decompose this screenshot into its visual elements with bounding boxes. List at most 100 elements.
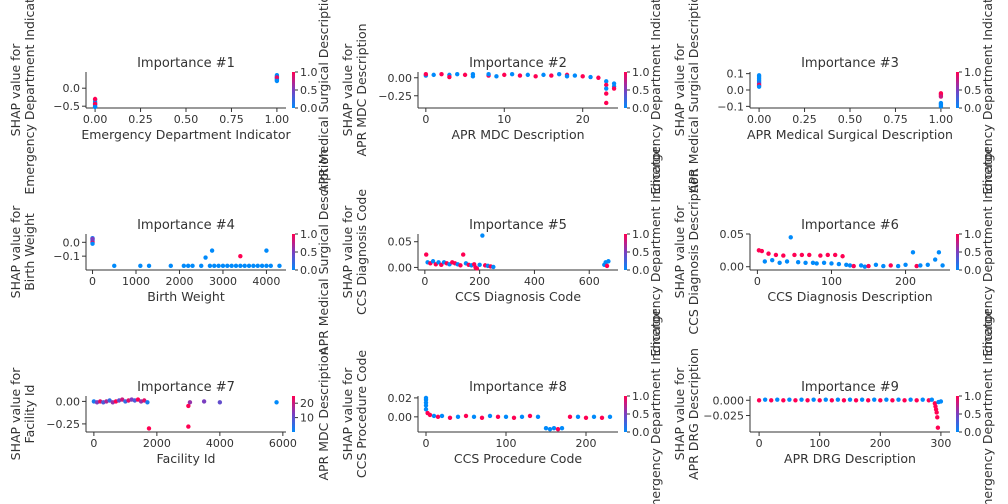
- x-tick-label: 200: [576, 437, 597, 450]
- colorbar-tick-label: 1.0: [300, 66, 318, 79]
- data-point: [547, 426, 553, 432]
- data-point: [435, 414, 441, 420]
- data-point: [430, 259, 436, 264]
- data-point: [535, 414, 541, 420]
- data-point: [866, 263, 871, 269]
- colorbar-tick-label: 1.0: [632, 390, 650, 403]
- y-tick-label: 0.00: [720, 261, 745, 274]
- data-point: [604, 79, 609, 84]
- data-point: [461, 252, 466, 257]
- x-tick-label: 6000: [269, 437, 297, 450]
- data-point: [90, 236, 95, 242]
- panel-title: Importance #2: [469, 56, 567, 71]
- data-point: [788, 235, 793, 240]
- data-point: [216, 263, 221, 269]
- y-axis-label: APR DRG Description: [686, 348, 701, 480]
- data-point: [604, 100, 609, 106]
- data-point: [564, 74, 570, 79]
- data-point: [762, 397, 768, 402]
- y-axis-label: SHAP value for: [340, 43, 355, 137]
- data-point: [255, 263, 260, 269]
- panel-title: Importance #5: [469, 218, 567, 233]
- x-tick-label: 1000: [122, 275, 150, 288]
- x-tick-label: 200: [895, 275, 916, 288]
- colorbar-label: Emergency Department Indicator: [648, 0, 663, 195]
- data-point: [439, 262, 444, 268]
- data-point: [847, 397, 853, 402]
- y-axis-label: SHAP value for: [8, 367, 23, 461]
- data-point: [246, 263, 252, 269]
- colorbar-label: Emergency Department Indicator: [980, 146, 995, 356]
- colorbar-tick-label: 1.0: [300, 228, 318, 241]
- y-axis-label: SHAP value for: [340, 205, 355, 299]
- data-point: [825, 252, 830, 258]
- y-tick-label: −0.1: [717, 100, 744, 113]
- y-tick-label: −0.25: [46, 418, 80, 431]
- data-point: [604, 263, 610, 269]
- data-point: [881, 263, 886, 269]
- data-point: [884, 397, 889, 402]
- panel-title: Importance #4: [137, 218, 235, 233]
- data-point: [811, 397, 816, 402]
- data-point: [487, 413, 493, 419]
- panel-6: Importance #6 0 100 200 0.05 0.00 CCS Diagnosi…: [672, 146, 995, 356]
- colorbar-tick-label: 0.0: [964, 426, 982, 439]
- y-tick-label: −0.5: [53, 100, 80, 113]
- y-tick-label: 0.00: [388, 261, 413, 274]
- data-point: [940, 263, 945, 268]
- data-point: [873, 262, 879, 267]
- data-point: [583, 415, 589, 420]
- data-point: [259, 263, 265, 269]
- colorbar-tick-label: 0.5: [300, 84, 318, 97]
- x-tick-label: 0: [90, 437, 97, 450]
- colorbar-tick-label: 0.5: [964, 84, 982, 97]
- data-point: [509, 71, 515, 77]
- x-axis-label: APR MDC Description: [451, 127, 584, 142]
- data-point: [477, 262, 482, 268]
- data-point: [146, 426, 152, 431]
- x-axis-label: APR Medical Surgical Description: [747, 127, 953, 142]
- data-point: [458, 263, 463, 268]
- y-axis-label: APR MDC Description: [354, 23, 369, 156]
- x-tick-label: 0: [756, 437, 763, 450]
- data-point: [212, 263, 217, 269]
- panel-title: Importance #8: [469, 380, 567, 395]
- data-point: [474, 266, 480, 271]
- data-point: [220, 263, 226, 269]
- x-tick-label: 0: [421, 275, 428, 288]
- data-point: [918, 263, 923, 268]
- data-point: [567, 414, 573, 420]
- data-point: [486, 71, 491, 77]
- colorbar: [624, 396, 627, 432]
- data-point: [910, 250, 916, 255]
- data-point: [896, 397, 901, 402]
- x-tick-label: 0: [423, 437, 430, 450]
- panel-title: Importance #9: [801, 380, 899, 395]
- data-point: [572, 73, 578, 78]
- data-point: [517, 73, 523, 78]
- data-point: [264, 248, 269, 253]
- y-axis-label: Facility Id: [22, 385, 37, 444]
- colorbar-label: APR Medical Surgical Description: [316, 149, 331, 355]
- data-point: [938, 94, 944, 99]
- data-point: [90, 241, 95, 246]
- x-tick-label: 0: [422, 113, 429, 126]
- y-axis-label: CCS Diagnosis Description: [686, 169, 701, 334]
- data-point: [112, 263, 117, 269]
- x-tick-label: 10: [497, 113, 511, 126]
- x-tick-label: 100: [496, 437, 517, 450]
- data-point: [575, 414, 581, 420]
- data-point: [836, 261, 842, 267]
- data-point: [209, 248, 215, 253]
- colorbar: [624, 234, 627, 270]
- data-point: [455, 71, 460, 77]
- y-tick-label: 0.0: [63, 82, 81, 95]
- data-point: [604, 86, 609, 91]
- y-axis-label: SHAP value for: [672, 205, 687, 299]
- data-point: [238, 253, 243, 259]
- y-axis-label: CCS Procedure Code: [354, 350, 369, 478]
- y-tick-label: 0.00: [56, 395, 81, 408]
- colorbar-tick-label: 0.0: [300, 264, 318, 277]
- data-point: [145, 400, 150, 405]
